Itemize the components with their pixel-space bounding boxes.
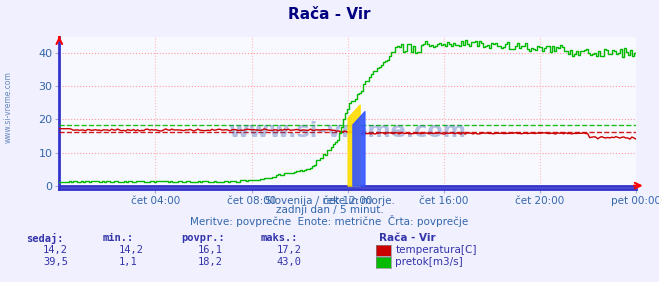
Text: sedaj:: sedaj: <box>26 233 64 244</box>
Text: povpr.:: povpr.: <box>181 233 225 243</box>
Text: 16,1: 16,1 <box>198 245 223 255</box>
Text: 14,2: 14,2 <box>43 245 68 255</box>
Text: min.:: min.: <box>102 233 133 243</box>
Text: www.si-vreme.com: www.si-vreme.com <box>229 121 467 141</box>
Text: Rača - Vir: Rača - Vir <box>288 7 371 22</box>
Text: 1,1: 1,1 <box>119 257 137 267</box>
Text: maks.:: maks.: <box>260 233 298 243</box>
Text: Slovenija / reke in morje.: Slovenija / reke in morje. <box>264 196 395 206</box>
Text: temperatura[C]: temperatura[C] <box>395 245 477 255</box>
Text: Meritve: povprečne  Enote: metrične  Črta: povprečje: Meritve: povprečne Enote: metrične Črta:… <box>190 215 469 227</box>
Text: 39,5: 39,5 <box>43 257 68 267</box>
Text: zadnji dan / 5 minut.: zadnji dan / 5 minut. <box>275 205 384 215</box>
Text: Rača - Vir: Rača - Vir <box>379 233 436 243</box>
Text: 14,2: 14,2 <box>119 245 144 255</box>
Text: 43,0: 43,0 <box>277 257 302 267</box>
Text: 17,2: 17,2 <box>277 245 302 255</box>
Text: pretok[m3/s]: pretok[m3/s] <box>395 257 463 267</box>
Text: 18,2: 18,2 <box>198 257 223 267</box>
Text: www.si-vreme.com: www.si-vreme.com <box>3 71 13 143</box>
